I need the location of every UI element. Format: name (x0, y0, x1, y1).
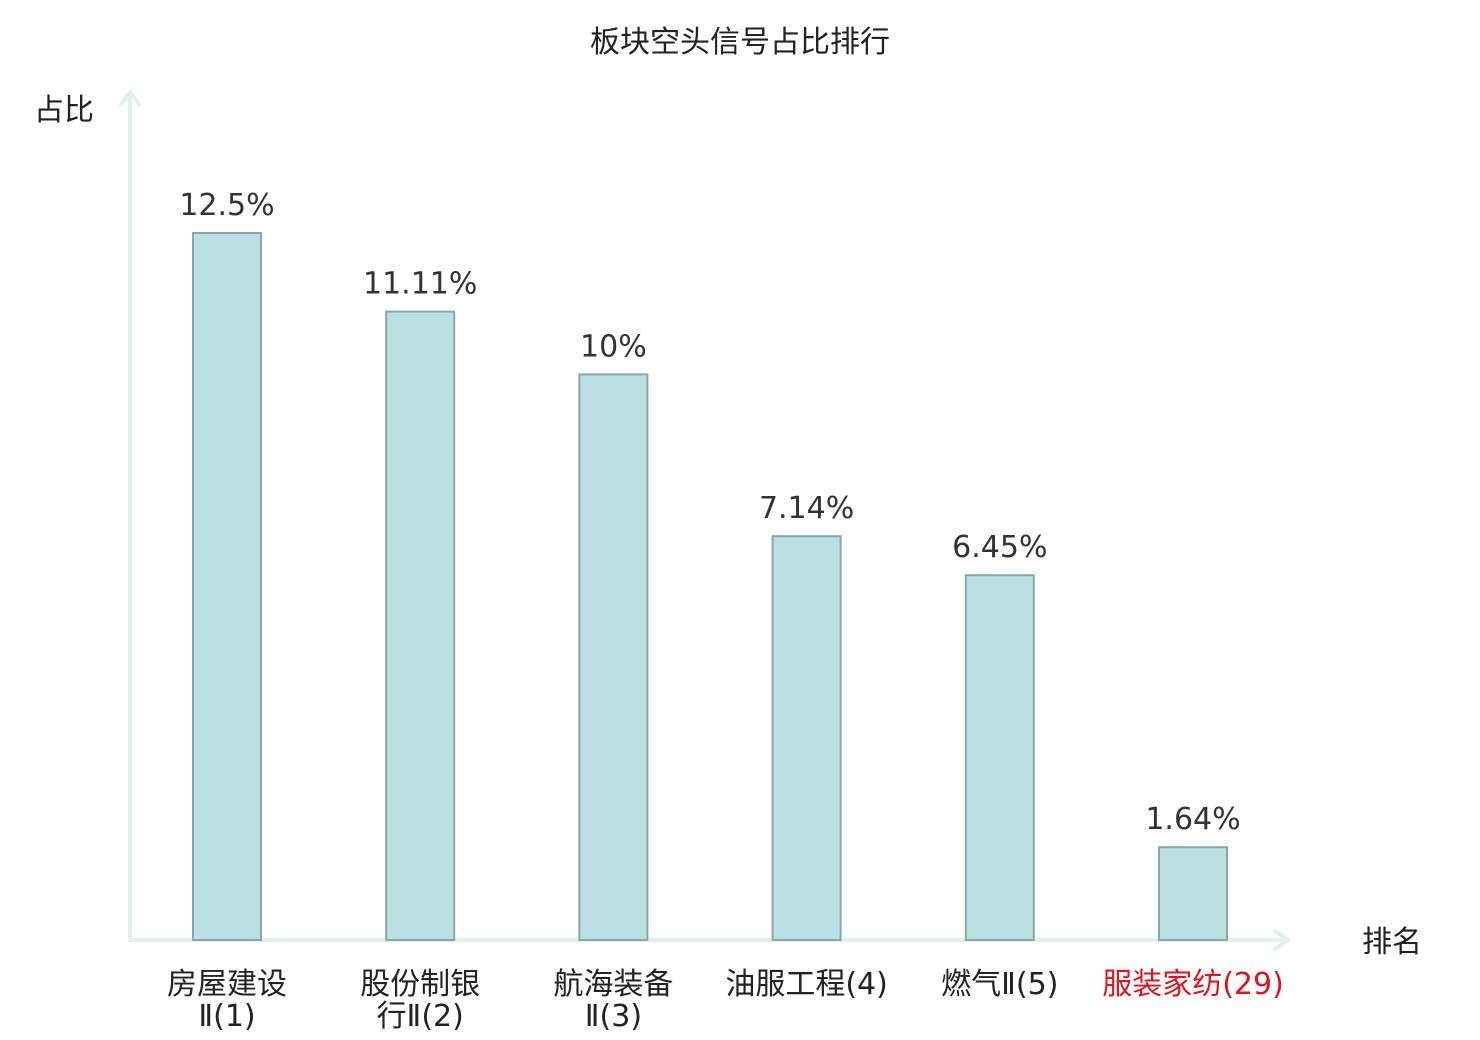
bars-group (192, 232, 1228, 942)
bar-5 (964, 574, 1035, 941)
value-label-2: 11.11% (363, 267, 477, 302)
value-label-6: 1.64% (1145, 802, 1240, 837)
value-labels-group: 12.5% 11.11% 10% 7.14% 6.45% 1.64% (179, 188, 1240, 837)
bar-1 (192, 232, 262, 941)
category-label-3-line-2: Ⅱ(3) (585, 999, 642, 1034)
axes (118, 88, 1292, 952)
category-label-2-line-1: 股份制银 (360, 967, 480, 1002)
bar-4 (771, 535, 842, 941)
chart-title: 板块空头信号占比排行 (590, 25, 890, 60)
category-label-5-line-1: 燃气Ⅱ(5) (941, 967, 1058, 1002)
bar-6 (1158, 846, 1228, 942)
value-label-4: 7.14% (759, 491, 854, 526)
y-axis-label: 占比 (34, 93, 94, 128)
value-label-3: 10% (580, 329, 647, 364)
category-label-1-line-1: 房屋建设 (167, 967, 287, 1002)
bar-2 (385, 310, 456, 942)
category-label-2-line-2: 行Ⅱ(2) (377, 999, 464, 1034)
value-label-1: 12.5% (179, 188, 274, 223)
category-label-1-line-2: Ⅱ(1) (198, 999, 255, 1034)
x-axis-label: 排名 (1362, 925, 1422, 960)
y-axis-arrow (118, 88, 142, 108)
bar-3 (578, 373, 649, 941)
value-label-5: 6.45% (952, 530, 1047, 565)
category-label-3-line-1: 航海装备 (553, 967, 673, 1002)
category-label-4-line-1: 油服工程(4) (725, 967, 888, 1002)
x-axis-arrow (1272, 928, 1292, 952)
category-label-6-line-1: 服装家纺(29) (1102, 967, 1284, 1002)
